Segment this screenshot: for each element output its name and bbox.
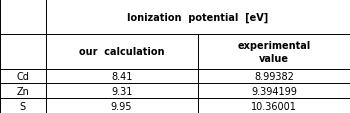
Text: experimental
value: experimental value	[237, 40, 310, 63]
Text: 9.31: 9.31	[111, 86, 132, 96]
Text: S: S	[20, 101, 26, 111]
Text: Zn: Zn	[16, 86, 29, 96]
Text: 9.95: 9.95	[111, 101, 132, 111]
Text: 8.41: 8.41	[111, 71, 132, 81]
Text: Ionization  potential  [eV]: Ionization potential [eV]	[127, 12, 268, 22]
Text: 8.99382: 8.99382	[254, 71, 294, 81]
Text: 10.36001: 10.36001	[251, 101, 297, 111]
Text: 9.394199: 9.394199	[251, 86, 297, 96]
Text: our  calculation: our calculation	[79, 47, 164, 57]
Text: Cd: Cd	[16, 71, 29, 81]
